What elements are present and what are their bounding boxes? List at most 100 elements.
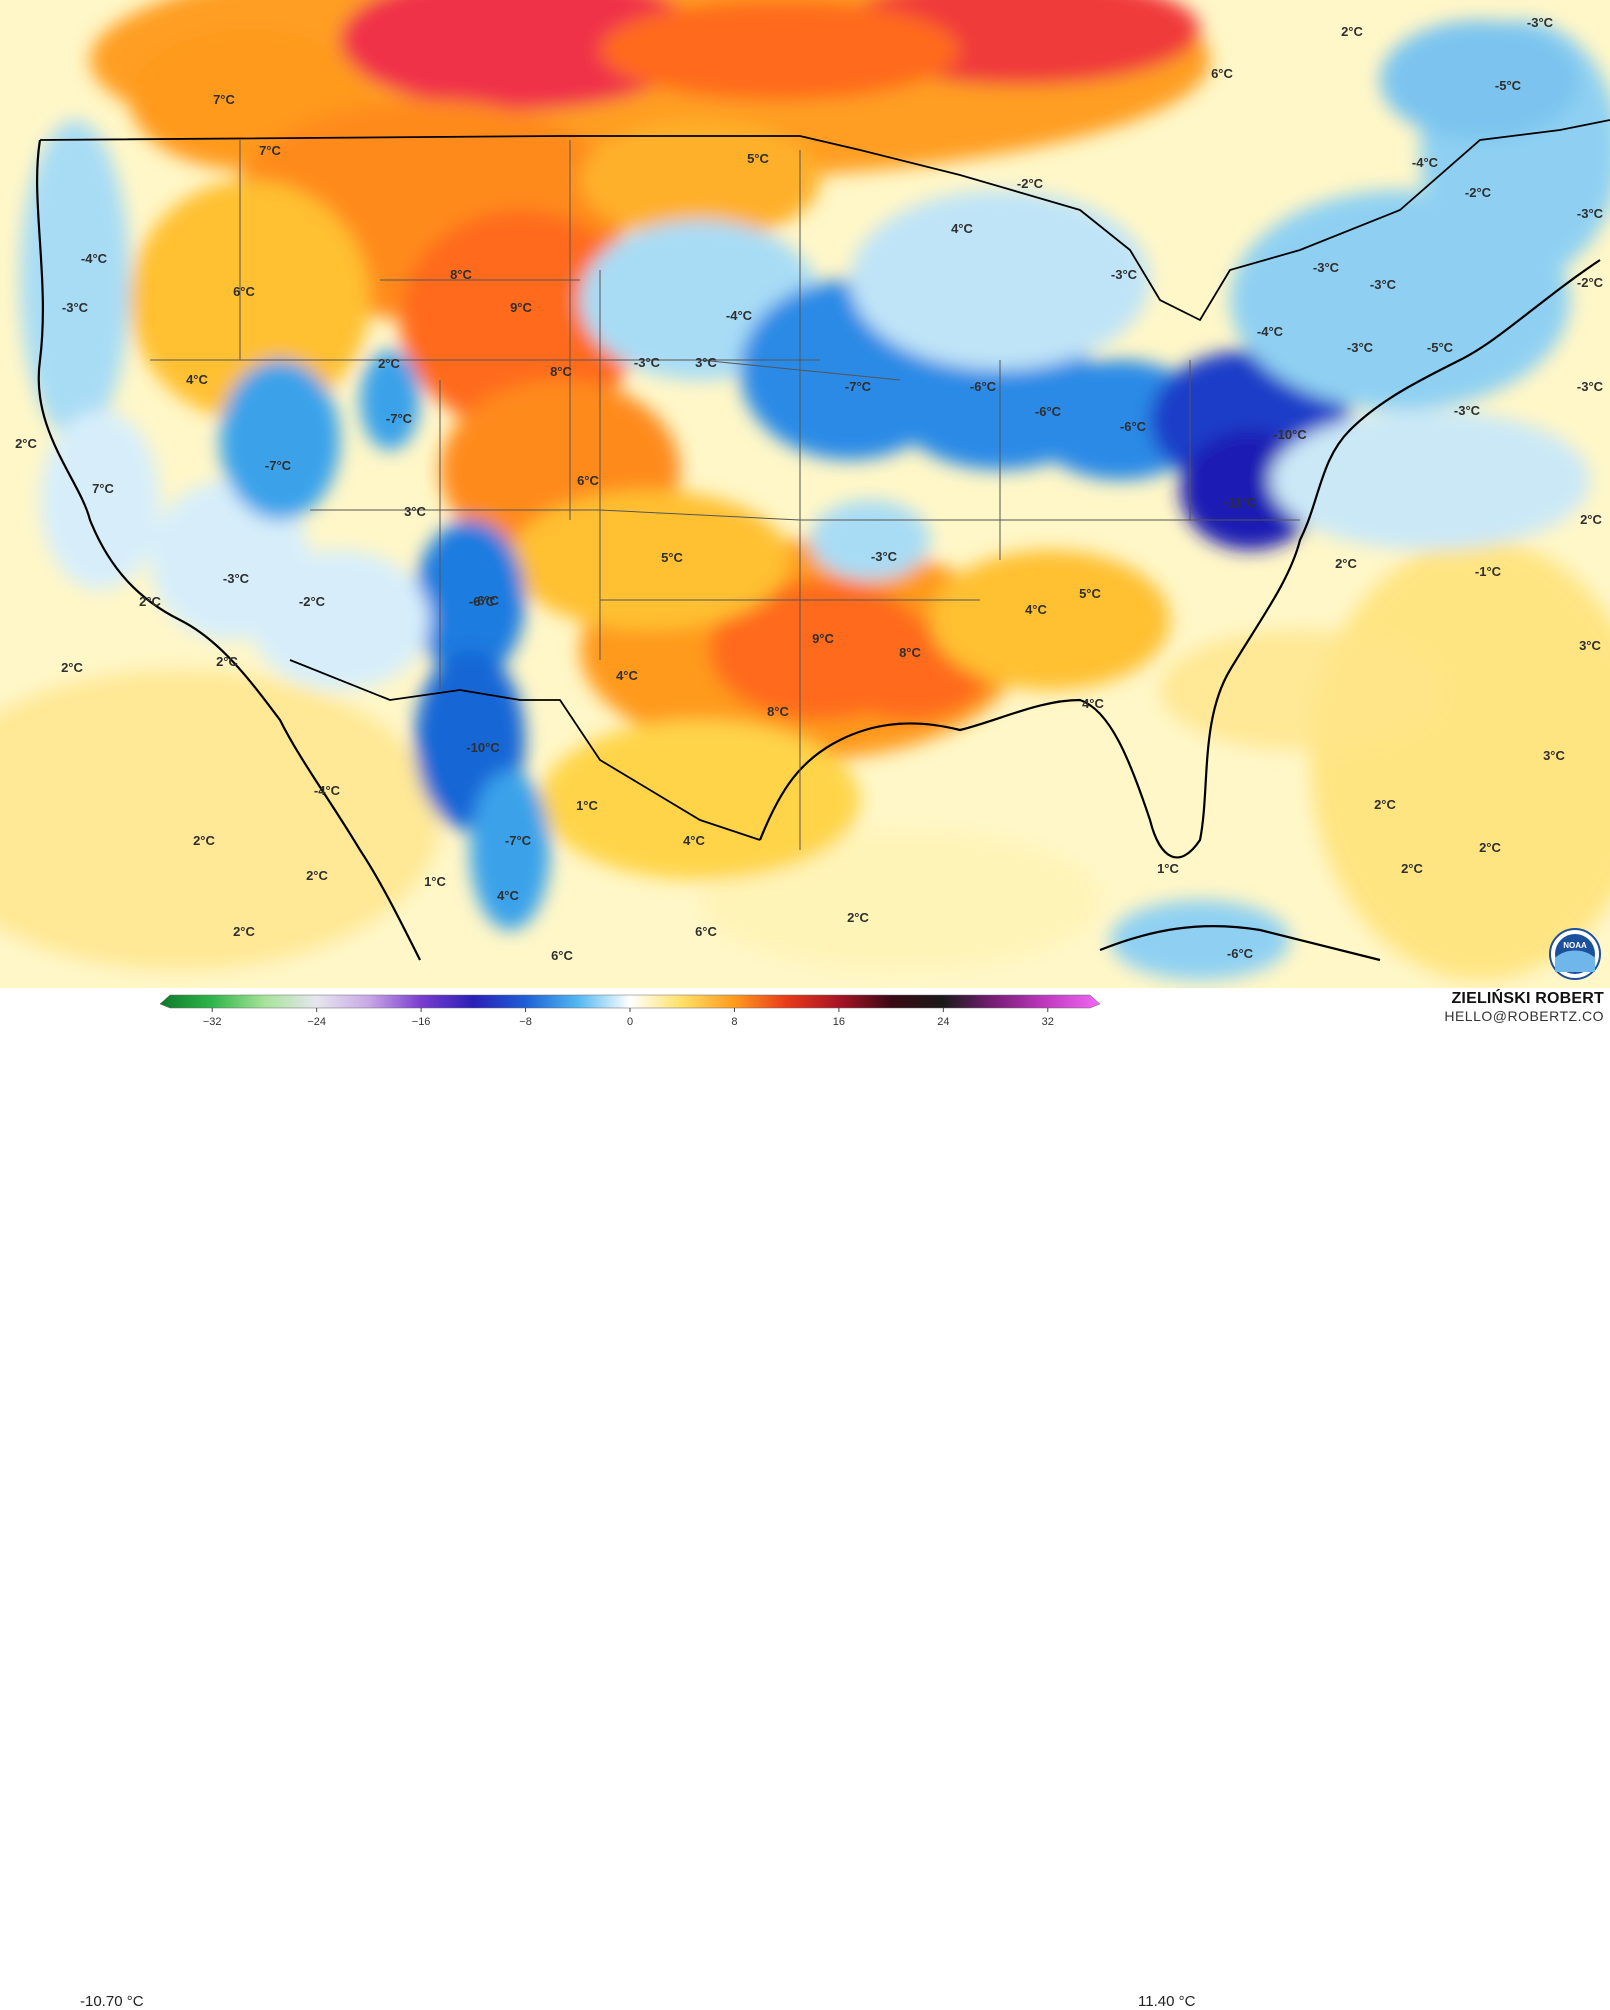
credit-name: ZIELIŃSKI ROBERT bbox=[1451, 990, 1604, 1007]
scale-tick-label: −24 bbox=[307, 1016, 326, 1028]
temperature-label: 8°C bbox=[450, 267, 472, 282]
temperature-label: -6°C bbox=[970, 379, 997, 394]
temperature-label: 2°C bbox=[216, 654, 238, 669]
temperature-label: 2°C bbox=[1335, 556, 1357, 571]
temperature-label: 6°C bbox=[577, 473, 599, 488]
temperature-label: -3°C bbox=[1370, 277, 1397, 292]
color-scale: −32 −24 −16 −8 0 8 16 24 32 bbox=[159, 994, 1101, 1028]
temperature-label: 1°C bbox=[576, 798, 598, 813]
state-borders bbox=[150, 140, 1300, 850]
temperature-label: -11°C bbox=[1224, 495, 1257, 510]
temperature-label: 2°C bbox=[61, 660, 83, 675]
temperature-label: -4°C bbox=[314, 783, 341, 798]
temperature-label: 8°C bbox=[550, 364, 572, 379]
temperature-label: -5°C bbox=[1427, 340, 1454, 355]
credit-block: ZIELIŃSKI ROBERT HELLO@ROBERTZ.CO bbox=[1444, 990, 1604, 1024]
temperature-label: -3°C bbox=[1577, 206, 1604, 221]
temperature-label: 4°C bbox=[616, 668, 638, 683]
temperature-label: 2°C bbox=[1580, 512, 1602, 527]
temperature-label: -3°C bbox=[634, 355, 661, 370]
temperature-label: 4°C bbox=[951, 221, 973, 236]
temperature-label: -2°C bbox=[1577, 275, 1604, 290]
temperature-label: 3°C bbox=[1579, 638, 1601, 653]
temperature-label: 8°C bbox=[899, 645, 921, 660]
temperature-label: 1°C bbox=[1157, 861, 1179, 876]
temperature-label: -7°C bbox=[845, 379, 872, 394]
temperature-label: 3°C bbox=[404, 504, 426, 519]
temperature-label: -6°C bbox=[473, 593, 500, 608]
scale-tick-label: −16 bbox=[412, 1016, 431, 1028]
temperature-label: -2°C bbox=[1017, 176, 1044, 191]
temperature-label: 6°C bbox=[695, 924, 717, 939]
temperature-label: 7°C bbox=[213, 92, 235, 107]
temperature-label: -10°C bbox=[1273, 427, 1307, 442]
legend-min-label: -10.70 °C bbox=[80, 1993, 144, 2010]
temperature-label: -5°C bbox=[1495, 78, 1522, 93]
temperature-label: 5°C bbox=[1079, 586, 1101, 601]
temperature-label: -4°C bbox=[1257, 324, 1284, 339]
temperature-label: -3°C bbox=[871, 549, 898, 564]
temperature-label: 5°C bbox=[661, 550, 683, 565]
temperature-label: 4°C bbox=[683, 833, 705, 848]
temperature-labels: 7°C 7°C 5°C 6°C -2°C 4°C 2°C -3°C -5°C -4°C -2°C -3… bbox=[15, 15, 1604, 963]
temperature-label: -3°C bbox=[1454, 403, 1481, 418]
temperature-label: -7°C bbox=[265, 458, 292, 473]
scale-tick-label: 24 bbox=[937, 1016, 949, 1028]
temperature-label: 1°C bbox=[424, 874, 446, 889]
temperature-label: -3°C bbox=[1111, 267, 1138, 282]
temperature-label: 2°C bbox=[847, 910, 869, 925]
scale-tick-label: −8 bbox=[519, 1016, 532, 1028]
temperature-label: 2°C bbox=[1401, 861, 1423, 876]
temperature-label: -3°C bbox=[223, 571, 250, 586]
temperature-label: 2°C bbox=[15, 436, 37, 451]
temperature-label: 2°C bbox=[233, 924, 255, 939]
map-canvas: 7°C 7°C 5°C 6°C -2°C 4°C 2°C -3°C -5°C -4°C -2°C -3… bbox=[0, 0, 1610, 988]
temperature-label: 6°C bbox=[233, 284, 255, 299]
temperature-label: 2°C bbox=[378, 356, 400, 371]
temperature-label: -6°C bbox=[469, 594, 496, 609]
scale-tick-label: 8 bbox=[731, 1016, 737, 1028]
temperature-label: -3°C bbox=[62, 300, 89, 315]
temperature-label: -6°C bbox=[1227, 946, 1254, 961]
temperature-label: -10°C bbox=[466, 740, 500, 755]
temperature-label: 4°C bbox=[1082, 696, 1104, 711]
temperature-label: -4°C bbox=[1412, 155, 1439, 170]
temperature-label: 9°C bbox=[812, 631, 834, 646]
scale-tick-label: 0 bbox=[627, 1016, 633, 1028]
legend-max-label: 11.40 °C bbox=[1138, 1993, 1196, 2010]
temperature-label: 5°C bbox=[747, 151, 769, 166]
temperature-label: 2°C bbox=[1479, 840, 1501, 855]
temperature-label: 4°C bbox=[497, 888, 519, 903]
scale-tick-label: 16 bbox=[833, 1016, 845, 1028]
noaa-logo: NOAA bbox=[1549, 928, 1601, 985]
temperature-label: 7°C bbox=[259, 143, 281, 158]
temperature-label: 2°C bbox=[1374, 797, 1396, 812]
temperature-label: 6°C bbox=[551, 948, 573, 963]
scale-tick-label: −32 bbox=[203, 1016, 222, 1028]
color-scale-ticks: −32 −24 −16 −8 0 8 16 24 32 bbox=[203, 1008, 1054, 1028]
temperature-label: 6°C bbox=[1211, 66, 1233, 81]
temperature-label: -7°C bbox=[505, 833, 532, 848]
temperature-label: -6°C bbox=[1035, 404, 1062, 419]
temperature-label: 2°C bbox=[306, 868, 328, 883]
temperature-label: 2°C bbox=[139, 594, 161, 609]
temperature-label: 4°C bbox=[186, 372, 208, 387]
temperature-label: 3°C bbox=[1543, 748, 1565, 763]
coastline bbox=[36, 139, 1601, 962]
temperature-label: -1°C bbox=[1475, 564, 1502, 579]
temperature-label: -4°C bbox=[81, 251, 108, 266]
temperature-label: 2°C bbox=[1341, 24, 1363, 39]
temperature-label: -6°C bbox=[1120, 419, 1147, 434]
credit-email: HELLO@ROBERTZ.CO bbox=[1444, 1008, 1604, 1024]
temperature-label: 3°C bbox=[695, 355, 717, 370]
temperature-label: 8°C bbox=[767, 704, 789, 719]
temperature-label: -7°C bbox=[386, 411, 413, 426]
temperature-label: -3°C bbox=[1347, 340, 1374, 355]
temperature-label: -4°C bbox=[726, 308, 753, 323]
color-scale-bar bbox=[159, 994, 1101, 1009]
noaa-logo-text: NOAA bbox=[1563, 941, 1587, 950]
temperature-label: -2°C bbox=[1465, 185, 1492, 200]
legend-bar: -10.70 °C −32 −24 −16 −8 0 8 16 24 32 11.40 °C bbox=[0, 988, 1610, 2010]
scale-tick-label: 32 bbox=[1042, 1016, 1054, 1028]
